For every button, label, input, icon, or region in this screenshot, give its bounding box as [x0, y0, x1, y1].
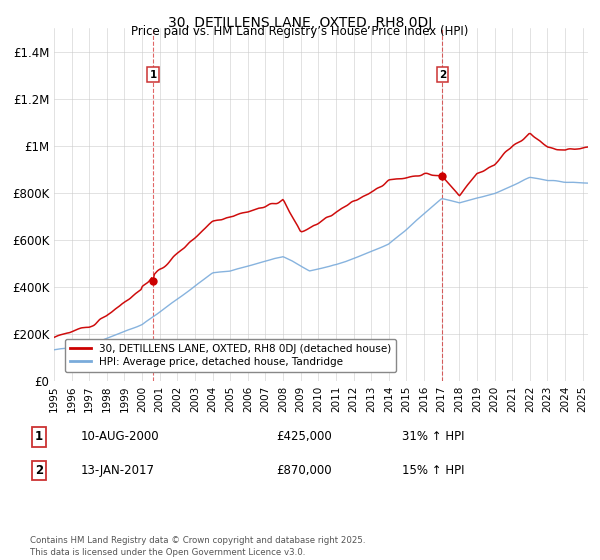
- Text: 13-JAN-2017: 13-JAN-2017: [81, 464, 155, 477]
- Text: 10-AUG-2000: 10-AUG-2000: [81, 430, 160, 444]
- Text: 1: 1: [149, 69, 157, 80]
- Text: 2: 2: [35, 464, 43, 477]
- Text: 31% ↑ HPI: 31% ↑ HPI: [402, 430, 464, 444]
- Text: 15% ↑ HPI: 15% ↑ HPI: [402, 464, 464, 477]
- Text: Contains HM Land Registry data © Crown copyright and database right 2025.
This d: Contains HM Land Registry data © Crown c…: [30, 536, 365, 557]
- Text: 30, DETILLENS LANE, OXTED, RH8 0DJ: 30, DETILLENS LANE, OXTED, RH8 0DJ: [168, 16, 432, 30]
- Text: Price paid vs. HM Land Registry’s House Price Index (HPI): Price paid vs. HM Land Registry’s House …: [131, 25, 469, 38]
- Text: £425,000: £425,000: [276, 430, 332, 444]
- Text: 1: 1: [35, 430, 43, 444]
- Text: £870,000: £870,000: [276, 464, 332, 477]
- Text: 2: 2: [439, 69, 446, 80]
- Legend: 30, DETILLENS LANE, OXTED, RH8 0DJ (detached house), HPI: Average price, detache: 30, DETILLENS LANE, OXTED, RH8 0DJ (deta…: [65, 339, 397, 372]
